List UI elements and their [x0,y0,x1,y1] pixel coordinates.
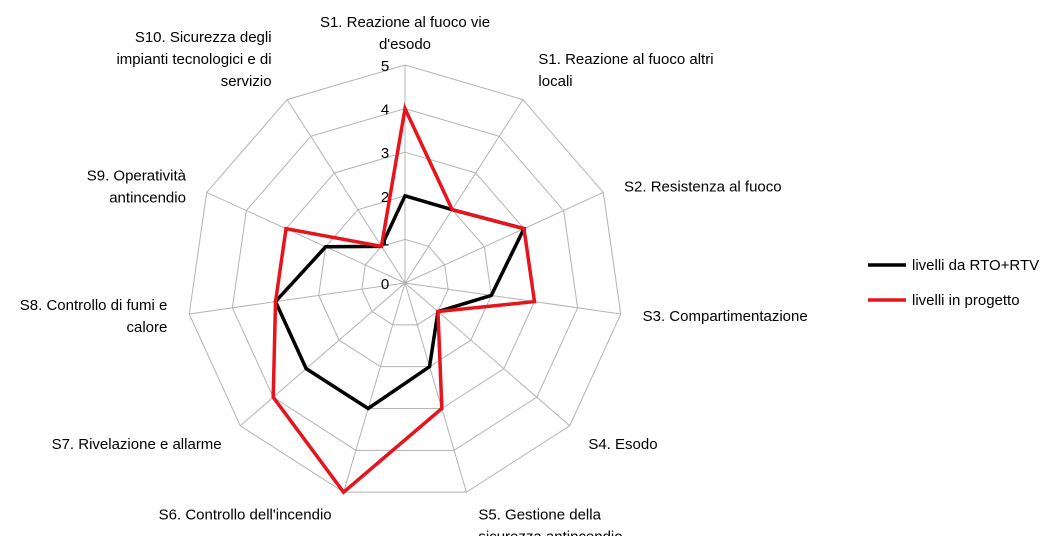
category-label: S2. Resistenza al fuoco [624,179,782,196]
r-tick-label: 3 [381,145,389,162]
grid-ring [361,238,449,326]
category-labels: S1. Reazione al fuoco vie d'esodo S1. Reaz… [20,14,808,536]
category-label: S10. Sicurezza degli [135,29,272,46]
category-label: calore [127,319,168,336]
radar-grid [188,64,622,493]
category-label: S1. Reazione al fuoco vie [320,14,490,31]
category-label: S4. Esodo [588,436,657,453]
category-label: S8. Controllo di fumi e [20,297,168,314]
category-label: servizio [221,73,272,90]
legend-label: livelli da RTO+RTV [912,257,1039,274]
category-label: antincendio [109,190,186,207]
legend: livelli da RTO+RTV livelli in progetto [868,257,1039,309]
grid-ring [231,108,579,451]
category-label: S1. Reazione al fuoco altri [538,51,713,68]
grid-spoke [404,191,604,284]
grid-spoke [404,282,621,315]
category-label: impianti tecnologici e di [116,51,271,68]
radar-series [271,102,537,495]
grid-spoke [286,99,406,284]
r-tick-label: 0 [381,276,389,293]
category-label: S5. Gestione della [478,507,601,524]
category-label: locali [538,73,572,90]
category-label: S7. Rivelazione e allarme [52,436,222,453]
grid-spoke [404,282,571,427]
category-label: sicurezza antincendio [478,529,622,536]
category-label: d'esodo [379,36,431,53]
grid-spoke [189,282,406,315]
category-label: S3. Compartimentazione [643,308,808,325]
r-tick-label: 4 [381,102,389,119]
grid-ring [188,64,622,493]
grid-spoke [239,282,406,427]
series-line [271,102,537,495]
category-label: S9. Operatività [87,168,187,185]
legend-label: livelli in progetto [912,292,1020,309]
radar-spokes [189,65,621,493]
r-tick-label: 5 [381,58,389,75]
grid-ring [275,151,535,410]
grid-spoke [404,282,467,493]
grid-spoke [343,282,406,493]
grid-spoke [206,191,406,284]
r-tick-label: 2 [381,189,389,206]
grid-ring [318,195,492,368]
category-label: S6. Controllo dell'incendio [159,507,332,524]
grid-spoke [404,99,524,284]
